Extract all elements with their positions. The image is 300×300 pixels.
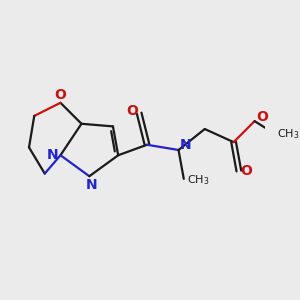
Text: CH$_3$: CH$_3$ (187, 173, 209, 187)
Text: N: N (46, 148, 58, 162)
Text: O: O (55, 88, 66, 102)
Text: O: O (126, 104, 138, 118)
Text: N: N (86, 178, 98, 192)
Text: CH$_3$: CH$_3$ (277, 128, 299, 141)
Text: O: O (240, 164, 252, 178)
Text: O: O (256, 110, 268, 124)
Text: N: N (180, 138, 192, 152)
